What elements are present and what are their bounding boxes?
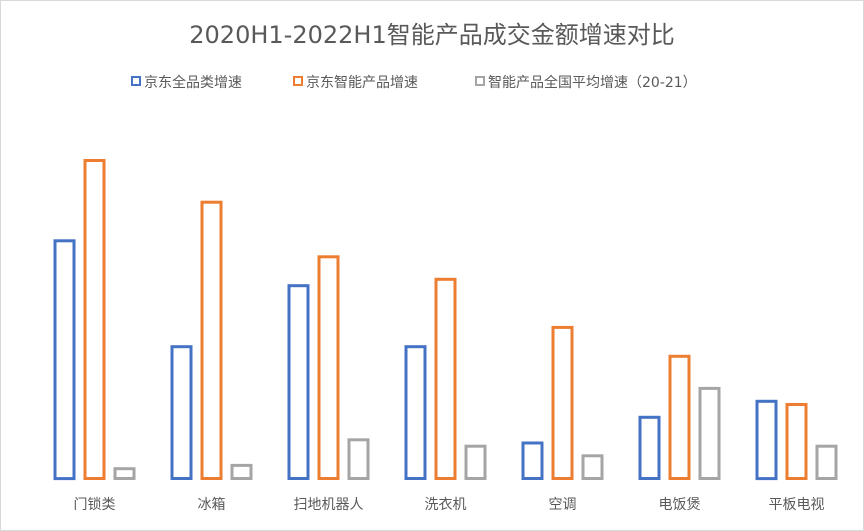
bar-series3-电饭煲 [698, 386, 721, 480]
bar-series2-冰箱 [200, 200, 223, 480]
bar-series1-冰箱 [170, 345, 193, 481]
bar-series1-扫地机器人 [287, 284, 310, 481]
bar-series3-扫地机器人 [347, 438, 370, 480]
bar-series3-洗衣机 [464, 444, 487, 481]
bar-series1-洗衣机 [404, 345, 427, 481]
bar-series1-平板电视 [755, 399, 778, 481]
x-tick-label-门锁类: 门锁类 [74, 497, 116, 513]
bar-series2-门锁类 [83, 159, 106, 480]
legend-label-series3: 智能产品全国平均增速（20-21） [488, 74, 697, 91]
legend-label-series1: 京东全品类增速 [144, 74, 242, 91]
bar-series3-平板电视 [815, 444, 838, 481]
legend-swatch-series1 [131, 76, 141, 86]
x-tick-label-空调: 空调 [549, 497, 577, 513]
bar-series3-冰箱 [230, 463, 253, 480]
bar-series2-平板电视 [785, 403, 808, 480]
x-tick-label-洗衣机: 洗衣机 [425, 497, 467, 513]
x-tick-label-冰箱: 冰箱 [198, 497, 226, 513]
chart-legend: 京东全品类增速 京东智能产品增速 智能产品全国平均增速（20-21） [131, 74, 697, 91]
x-tick-label-平板电视: 平板电视 [769, 497, 825, 513]
bar-series2-空调 [551, 325, 574, 480]
bar-series2-洗衣机 [434, 277, 457, 480]
x-tick-label-扫地机器人: 扫地机器人 [294, 497, 364, 513]
bar-series3-空调 [581, 454, 604, 480]
bar-series2-电饭煲 [668, 354, 691, 480]
legend-swatch-series2 [293, 76, 303, 86]
bar-series1-门锁类 [53, 239, 76, 481]
bar-series1-空调 [521, 441, 544, 480]
plot-area [53, 159, 838, 481]
x-axis-tick-labels: 门锁类 冰箱 扫地机器人 洗衣机 空调 电饭煲 平板电视 [74, 496, 825, 513]
x-tick-label-电饭煲: 电饭煲 [659, 496, 701, 513]
legend-label-series2: 京东智能产品增速 [306, 75, 418, 91]
chart-title: 2020H1-2022H1智能产品成交金额增速对比 [189, 21, 674, 49]
legend-swatch-series3 [475, 76, 485, 86]
bar-series3-门锁类 [113, 467, 136, 481]
bar-series2-扫地机器人 [317, 255, 340, 480]
bar-series1-电饭煲 [638, 415, 661, 480]
